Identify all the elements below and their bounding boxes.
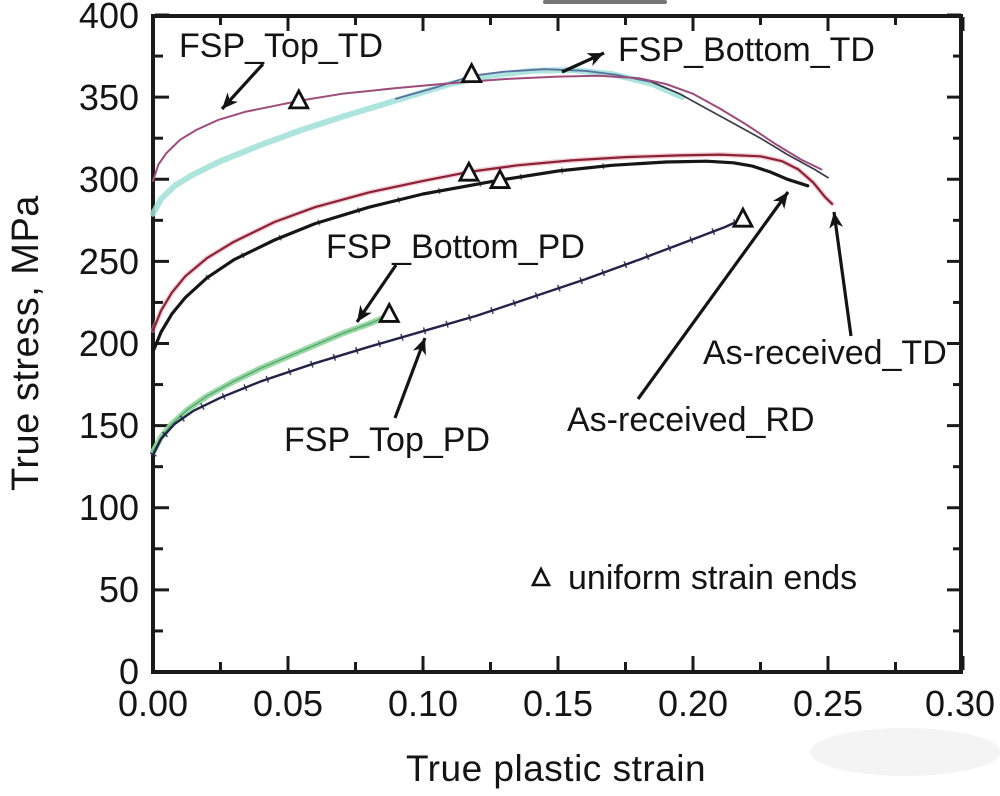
y-tick-labels: 400 350 300 250 200 150 100 50 0 [79, 0, 139, 692]
annotation-as-received-td: As-received_TD [703, 334, 947, 372]
uniform-strain-marker [731, 206, 755, 228]
scan-shadow [810, 728, 1000, 776]
curve-as-received-td [151, 153, 834, 332]
legend: uniform strain ends [530, 559, 857, 597]
scan-artifact [543, 0, 667, 4]
annotation-fsp-top-td: FSP_Top_TD [179, 27, 383, 65]
legend-label: uniform strain ends [568, 559, 857, 597]
arrow-fsp-bottom-pd [355, 264, 398, 323]
uniform-strain-marker [377, 301, 401, 323]
y-tick-label: 300 [79, 159, 139, 200]
curve-as-received-rd [151, 159, 810, 354]
arrow-fsp-bottom-td [561, 51, 605, 74]
y-tick-label: 200 [79, 323, 139, 364]
x-tick-label: 0.25 [793, 683, 863, 724]
tick-marks [151, 13, 965, 674]
x-tick-labels: 0.00 0.05 0.10 0.15 0.20 0.25 0.30 [118, 683, 995, 724]
arrow-as-received-rd [636, 191, 790, 400]
data-curves [149, 67, 835, 457]
annotation-fsp-top-pd: FSP_Top_PD [284, 421, 490, 459]
y-tick-label: 350 [79, 77, 139, 118]
uniform-strain-marker [287, 87, 311, 110]
x-tick-label: 0.20 [658, 683, 728, 724]
x-axis-title: True plastic strain [406, 748, 706, 789]
annotation-fsp-bottom-pd: FSP_Bottom_PD [326, 228, 585, 266]
y-tick-label: 150 [79, 405, 139, 446]
curve-fsp-bottom-td-band [150, 67, 686, 217]
arrow-fsp-top-pd [393, 337, 427, 419]
arrow-fsp-top-td [220, 62, 265, 111]
curve-fsp-bottom-td-tail [651, 81, 829, 179]
x-tick-label: 0.30 [925, 683, 995, 724]
y-axis-title: True stress, MPa [5, 195, 47, 491]
curve-fsp-top-td [152, 74, 823, 182]
uniform-strain-marker [460, 61, 483, 84]
x-tick-label: 0.15 [523, 683, 593, 724]
uniform-strain-marker [457, 160, 481, 182]
annotation-as-received-rd: As-received_RD [567, 401, 815, 439]
y-tick-label: 400 [79, 0, 139, 36]
y-tick-label: 250 [79, 241, 139, 282]
curve-fsp-bottom-td-line [395, 68, 654, 100]
curve-fsp-bottom-pd-edge [152, 315, 388, 453]
x-tick-label: 0.00 [118, 683, 188, 724]
annotation-fsp-bottom-td: FSP_Bottom_TD [618, 31, 875, 69]
y-tick-label: 50 [99, 569, 139, 610]
uniform-strain-markers [287, 61, 755, 323]
x-tick-label: 0.10 [388, 683, 458, 724]
legend-triangle-icon [530, 566, 552, 587]
y-tick-label: 0 [119, 651, 139, 692]
arrow-as-received-td [829, 211, 853, 337]
x-tick-label: 0.05 [253, 683, 323, 724]
uniform-strain-marker [488, 167, 512, 189]
y-tick-label: 100 [79, 487, 139, 528]
curve-fsp-top-pd [151, 218, 743, 457]
